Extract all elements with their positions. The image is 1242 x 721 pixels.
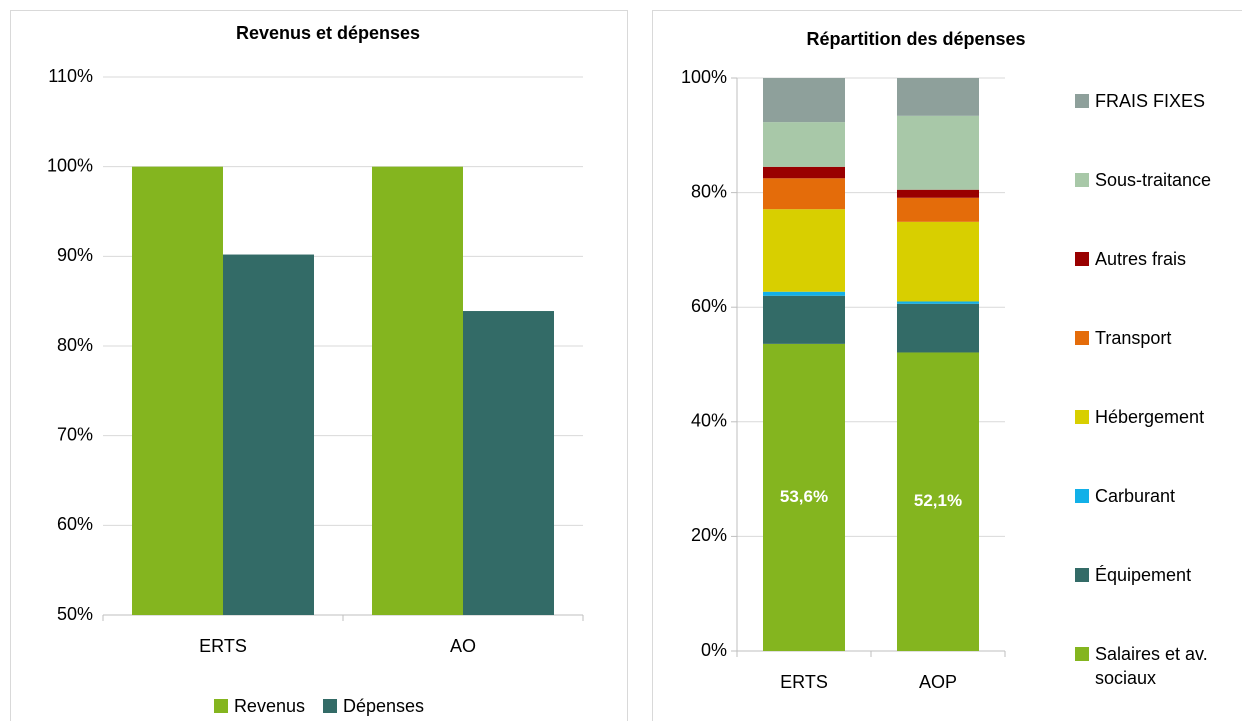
legend-label: Équipement: [1095, 565, 1192, 585]
legend-item: Salaires et av. sociaux: [1075, 642, 1240, 690]
legend-swatch: [1075, 489, 1089, 503]
legend-swatch: [1075, 252, 1089, 266]
y-tick-label: 50%: [57, 604, 93, 624]
x-tick-label: AO: [450, 636, 476, 656]
legend: Revenus Dépenses: [0, 694, 638, 718]
legend-item: Équipement: [1075, 563, 1240, 587]
y-tick-label: 60%: [57, 514, 93, 534]
bar-segment: [897, 221, 979, 302]
bar: [132, 166, 223, 615]
x-tick-label: ERTS: [780, 672, 828, 692]
legend-swatch: [1075, 173, 1089, 187]
y-tick-label: 70%: [57, 424, 93, 444]
y-tick-label: 100%: [47, 155, 93, 175]
bar-segment: [897, 301, 979, 304]
y-tick-label: 100%: [681, 67, 727, 87]
legend-item: Carburant: [1075, 484, 1240, 508]
legend-label: Autres frais: [1095, 249, 1187, 269]
legend-swatch: [322, 699, 337, 713]
bar-segment: [763, 343, 845, 651]
bar-segment: [897, 303, 979, 353]
legend-item: Autres frais: [1075, 247, 1240, 271]
legend-label: FRAIS FIXES: [1095, 91, 1206, 111]
y-tick-label: 90%: [57, 245, 93, 265]
legend-label: Hébergement: [1095, 407, 1205, 427]
data-label: 53,6%: [780, 487, 828, 506]
bar-segment: [763, 291, 845, 296]
legend-swatch: [1075, 647, 1089, 661]
x-tick-label: AOP: [919, 672, 957, 692]
legend-item: Revenus: [213, 694, 305, 718]
legend-item: Hébergement: [1075, 405, 1240, 429]
y-tick-label: 80%: [691, 181, 727, 201]
legend-label: Carburant: [1095, 486, 1176, 506]
legend-swatch: [213, 699, 228, 713]
y-tick-label: 40%: [691, 411, 727, 431]
y-tick-label: 20%: [691, 525, 727, 545]
legend-item: FRAIS FIXES: [1075, 89, 1240, 113]
legend-item: Dépenses: [322, 694, 425, 718]
legend-label: Transport: [1095, 328, 1172, 348]
x-tick-label: ERTS: [199, 636, 247, 656]
legend-item: Transport: [1075, 326, 1240, 350]
bar: [223, 254, 314, 616]
bar-segment: [763, 166, 845, 179]
panel: [10, 10, 628, 721]
legend-label: Sous-traitance: [1095, 170, 1212, 190]
legend-swatch: [1075, 410, 1089, 424]
legend-swatch: [1075, 331, 1089, 345]
bar-segment: [897, 78, 979, 116]
legend-label: Dépenses: [342, 696, 425, 716]
legend-label: Salaires et av. sociaux: [1095, 644, 1208, 688]
y-tick-label: 0%: [701, 640, 727, 660]
legend-swatch: [1075, 568, 1089, 582]
y-tick-label: 80%: [57, 335, 93, 355]
bar-segment: [897, 189, 979, 198]
legend-label: Revenus: [233, 696, 305, 716]
bar: [372, 166, 463, 615]
bar-segment: [763, 122, 845, 167]
bar-segment: [897, 352, 979, 651]
bar: [463, 311, 554, 615]
chart-title: Revenus et dépenses: [236, 23, 420, 43]
bar-segment: [897, 115, 979, 190]
bar-segment: [897, 197, 979, 222]
chart-title: Répartition des dépenses: [806, 29, 1025, 49]
legend-swatch: [1075, 94, 1089, 108]
bar-segment: [763, 209, 845, 292]
panel: [652, 10, 1242, 721]
y-tick-label: 60%: [691, 296, 727, 316]
data-label: 52,1%: [914, 491, 962, 510]
bar-segment: [763, 295, 845, 344]
bar-segment: [763, 178, 845, 210]
y-tick-label: 110%: [48, 66, 93, 86]
bar-segment: [763, 78, 845, 123]
legend-item: Sous-traitance: [1075, 168, 1240, 192]
